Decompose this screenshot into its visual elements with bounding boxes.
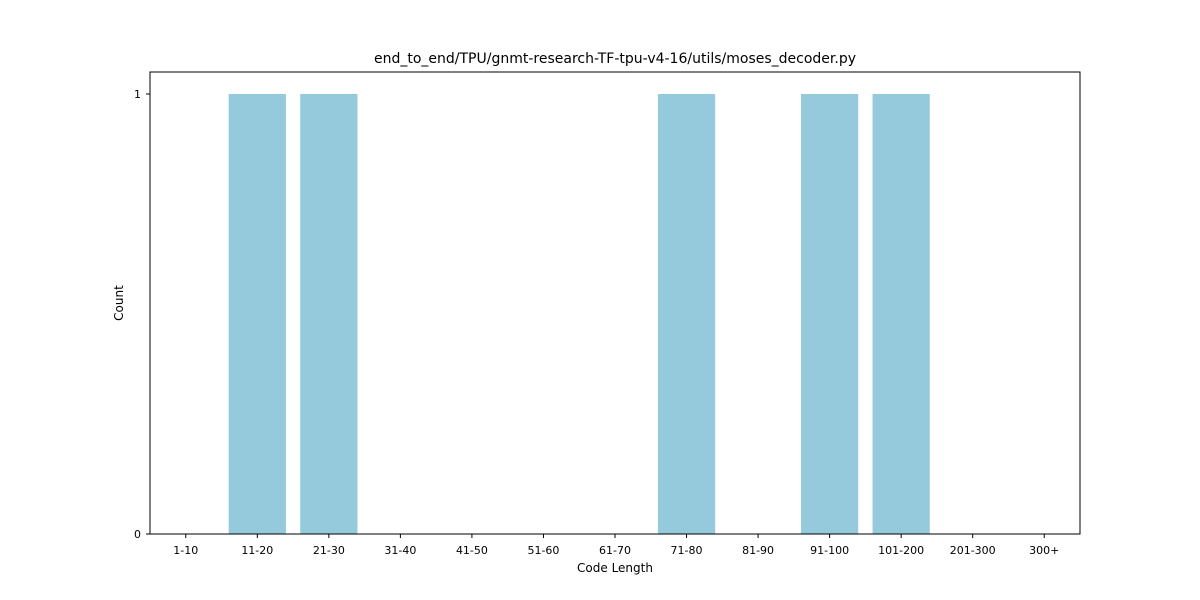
bar-71-80 (657, 94, 716, 534)
bar-11-20 (228, 94, 286, 534)
x-tick-label: 1-10 (173, 544, 198, 557)
x-tick-label: 81-90 (742, 544, 774, 557)
x-tick-label: 91-100 (810, 544, 849, 557)
x-tick-label: 61-70 (599, 544, 631, 557)
y-tick-label: 1 (134, 88, 141, 101)
x-tick-label: 21-30 (313, 544, 345, 557)
chart-title: end_to_end/TPU/gnmt-research-TF-tpu-v4-1… (374, 51, 856, 67)
bar-21-30 (300, 94, 358, 534)
plot-frame (149, 71, 1081, 535)
bars-group (228, 94, 930, 534)
x-ticks-group: 1-10 11-20 21-30 31-40 41-50 51-60 61-70 71-80 8… (173, 534, 1059, 557)
x-tick-label: 31-40 (384, 544, 416, 557)
x-tick-label: 201-300 (950, 544, 996, 557)
x-tick-label: 51-60 (527, 544, 559, 557)
x-tick-label: 101-200 (878, 544, 924, 557)
x-tick-label: 300+ (1029, 544, 1059, 557)
x-tick-label: 41-50 (456, 544, 488, 557)
x-tick-label: 11-20 (241, 544, 273, 557)
x-tick-label: 71-80 (671, 544, 703, 557)
y-ticks-group: 01 (134, 88, 150, 541)
y-axis-label: Count (112, 285, 126, 321)
y-tick-label: 0 (134, 528, 141, 541)
bar-91-100 (801, 94, 859, 534)
x-axis-label: Code Length (577, 561, 653, 575)
bar-101-200 (872, 94, 930, 534)
